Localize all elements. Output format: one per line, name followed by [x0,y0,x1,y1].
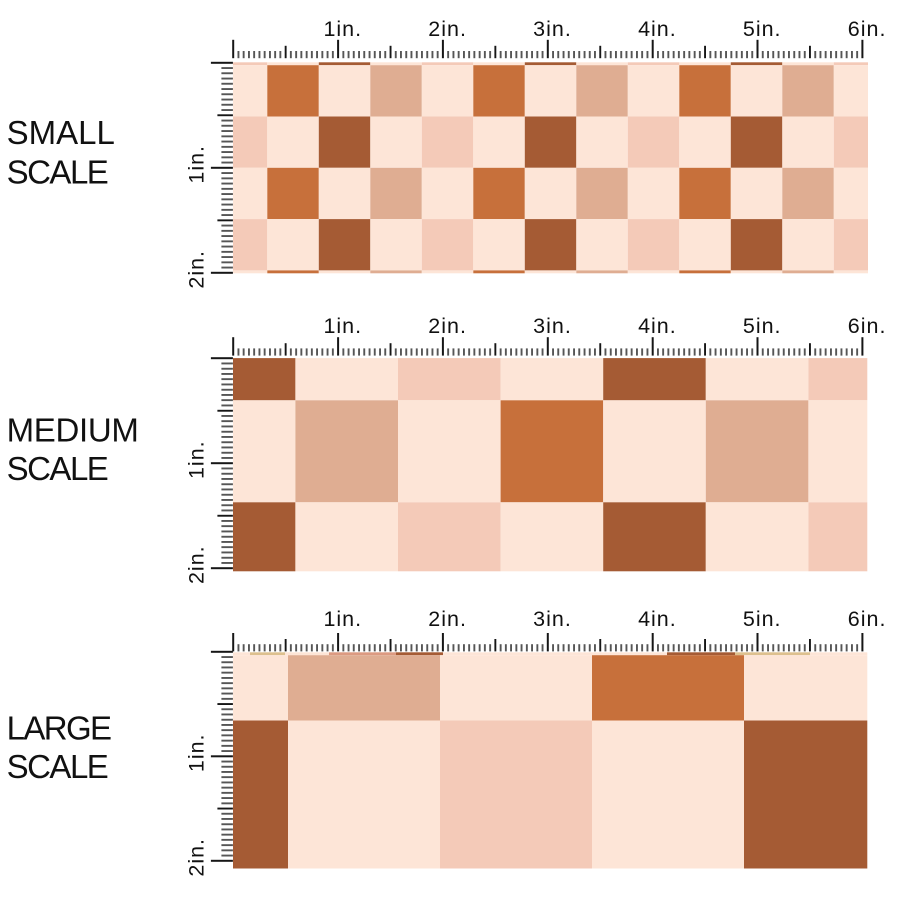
svg-text:1in.: 1in. [323,17,362,41]
svg-text:6in.: 6in. [848,17,887,41]
svg-text:LARGE: LARGE [7,709,111,746]
svg-text:MEDIUM: MEDIUM [7,411,139,448]
svg-text:SCALE: SCALE [7,154,108,191]
svg-text:2in.: 2in. [428,607,467,631]
svg-text:2in.: 2in. [185,838,209,877]
svg-text:2in.: 2in. [428,314,467,338]
svg-text:1in.: 1in. [185,733,209,772]
svg-text:5in.: 5in. [743,17,782,41]
svg-text:SCALE: SCALE [7,450,108,487]
svg-text:1in.: 1in. [323,314,362,338]
svg-text:3in.: 3in. [533,607,572,631]
svg-text:4in.: 4in. [638,607,677,631]
svg-text:6in.: 6in. [848,314,887,338]
svg-text:5in.: 5in. [743,314,782,338]
svg-text:2in.: 2in. [185,545,209,584]
svg-text:2in.: 2in. [428,17,467,41]
svg-text:6in.: 6in. [848,607,887,631]
svg-text:4in.: 4in. [638,314,677,338]
svg-text:5in.: 5in. [743,607,782,631]
svg-text:3in.: 3in. [533,17,572,41]
svg-text:1in.: 1in. [185,440,209,479]
svg-text:4in.: 4in. [638,17,677,41]
svg-text:SMALL: SMALL [7,114,115,151]
svg-text:SCALE: SCALE [7,748,108,785]
svg-text:2in.: 2in. [185,250,209,289]
svg-text:1in.: 1in. [185,145,209,184]
svg-text:3in.: 3in. [533,314,572,338]
svg-text:1in.: 1in. [323,607,362,631]
